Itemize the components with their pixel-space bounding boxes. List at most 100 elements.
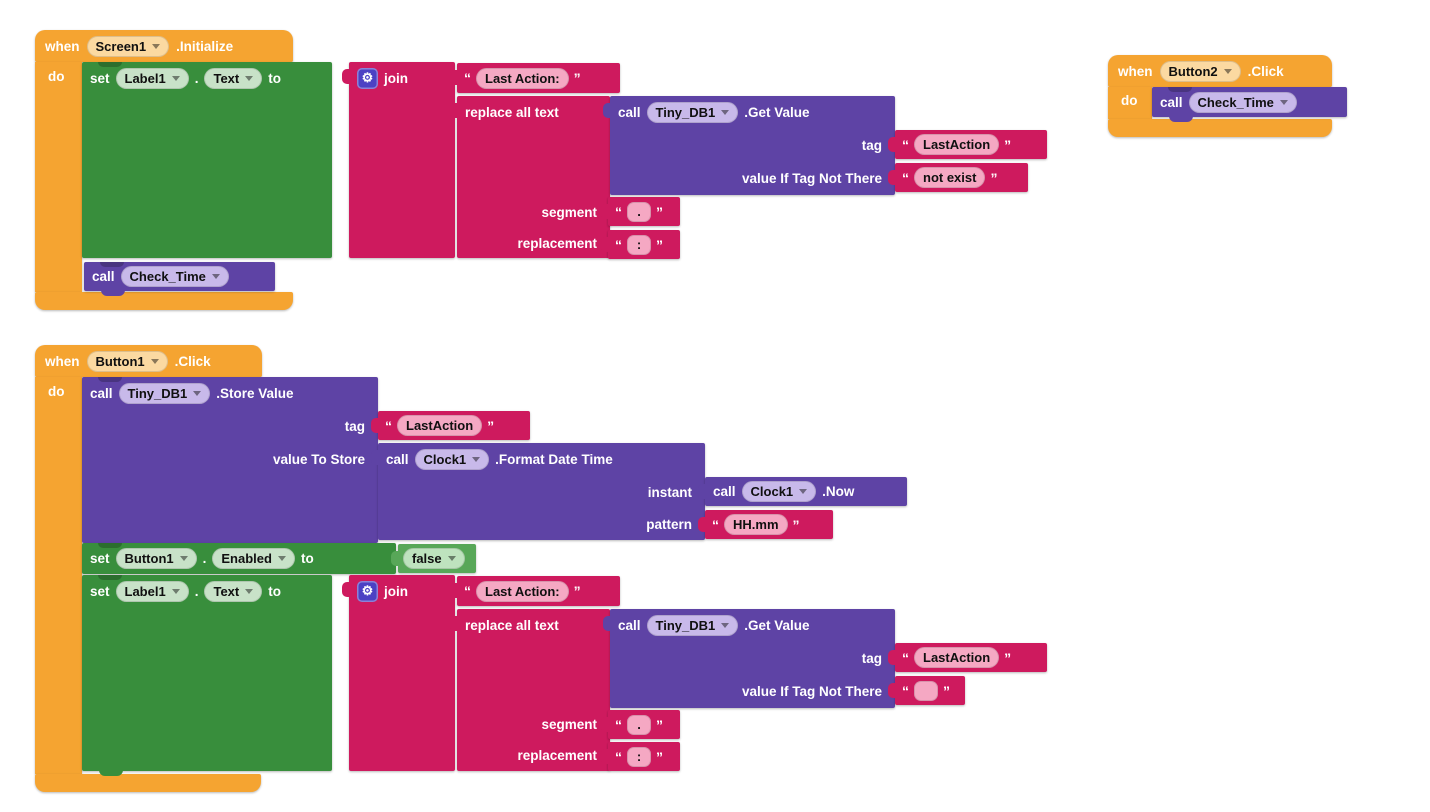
string-field[interactable]: LastAction xyxy=(397,415,483,436)
component-dropdown-tinydb1[interactable]: Tiny_DB1 xyxy=(646,102,739,123)
property-dropdown-enabled[interactable]: Enabled xyxy=(212,548,295,569)
close-quote: ” xyxy=(943,682,950,699)
method-name-label: .Get Value xyxy=(744,618,810,633)
text-string-block[interactable]: “ . ” xyxy=(601,710,680,739)
component-dropdown-screen1[interactable]: Screen1 xyxy=(86,35,170,57)
boolean-dropdown-false[interactable]: false xyxy=(403,548,465,569)
call-tinydb-get-value-block[interactable]: call Tiny_DB1 .Get Value tag value If Ta… xyxy=(603,609,895,708)
close-quote: ” xyxy=(656,748,663,765)
call-clock-format-date-time-block[interactable]: call Clock1 .Format Date Time instant pa… xyxy=(371,443,705,540)
value-if-tag-not-there-label: value If Tag Not There xyxy=(741,683,882,699)
event-name-label: .Click xyxy=(174,353,211,369)
call-check-time-block[interactable]: call Check_Time xyxy=(1152,87,1347,122)
component-dropdown-clock1[interactable]: Clock1 xyxy=(741,481,817,502)
string-field[interactable]: . xyxy=(627,714,651,735)
procedure-dropdown-check-time[interactable]: Check_Time xyxy=(1188,91,1297,113)
string-field[interactable]: not exist xyxy=(914,167,986,188)
join-block[interactable]: ⚙ join xyxy=(342,62,455,258)
mutator-gear-icon[interactable]: ⚙ xyxy=(357,580,378,602)
set-label1-text-block[interactable]: set Label1 . Text to xyxy=(82,575,332,776)
procedure-dropdown-check-time[interactable]: Check_Time xyxy=(120,266,229,287)
string-field[interactable]: Last Action: xyxy=(476,580,569,602)
event-block-do-column: do xyxy=(35,62,82,292)
text-string-block[interactable]: “ : ” xyxy=(601,230,680,259)
event-block-button1-click[interactable]: when Button1 .Click xyxy=(35,345,262,377)
tag-socket-label: tag xyxy=(861,137,882,153)
set-label: set xyxy=(90,70,110,86)
string-field[interactable]: LastAction xyxy=(914,134,1000,155)
replace-all-text-block[interactable]: replace all text segment replacement xyxy=(450,96,610,258)
string-field[interactable]: : xyxy=(627,746,651,767)
open-quote: “ xyxy=(902,649,909,666)
mutator-gear-icon[interactable]: ⚙ xyxy=(357,67,378,89)
close-quote: ” xyxy=(1004,136,1012,153)
call-clock-now-block[interactable]: call Clock1 .Now xyxy=(698,477,907,506)
property-dropdown-text[interactable]: Text xyxy=(204,580,263,602)
dropdown-arrow-icon xyxy=(150,358,159,364)
logic-false-block[interactable]: false xyxy=(391,544,476,573)
tag-socket-label: tag xyxy=(861,650,882,666)
close-quote: ” xyxy=(487,417,495,434)
text-string-block[interactable]: “ LastAction ” xyxy=(888,130,1047,159)
event-block-button2-click[interactable]: when Button2 .Click xyxy=(1108,55,1332,87)
join-block[interactable]: ⚙ join xyxy=(342,575,455,771)
component-dropdown-label1[interactable]: Label1 xyxy=(115,67,189,89)
call-check-time-block[interactable]: call Check_Time xyxy=(84,262,275,296)
call-label: call xyxy=(1160,94,1183,110)
string-field[interactable]: . xyxy=(627,201,651,222)
string-field[interactable]: Last Action: xyxy=(476,67,569,89)
method-name-label: .Store Value xyxy=(216,386,294,401)
string-field[interactable]: : xyxy=(627,234,651,255)
dropdown-arrow-icon xyxy=(277,556,286,561)
component-dropdown-button1[interactable]: Button1 xyxy=(115,548,197,569)
set-button1-enabled-block[interactable]: set Button1 . Enabled to xyxy=(82,543,396,574)
text-string-block[interactable]: “ ” xyxy=(888,676,965,705)
text-string-block[interactable]: “ . ” xyxy=(601,197,680,226)
when-label: when xyxy=(45,353,80,369)
dropdown-arrow-icon xyxy=(152,43,161,49)
event-block-bottom xyxy=(35,774,261,792)
to-label: to xyxy=(300,551,314,566)
text-string-block[interactable]: “ LastAction ” xyxy=(888,643,1047,672)
do-label: do xyxy=(48,69,65,84)
replace-all-text-label: replace all text xyxy=(465,618,559,633)
dropdown-arrow-icon xyxy=(472,457,481,462)
close-quote: ” xyxy=(656,203,663,220)
when-label: when xyxy=(1118,63,1153,79)
to-label: to xyxy=(268,583,281,599)
segment-socket-label: segment xyxy=(541,716,597,732)
when-label: when xyxy=(45,38,80,54)
dropdown-arrow-icon xyxy=(721,623,730,628)
text-string-block[interactable]: “ not exist ” xyxy=(888,163,1028,192)
event-block-do-column: do xyxy=(1108,87,1152,119)
text-string-block[interactable]: “ Last Action: ” xyxy=(450,63,620,93)
component-dropdown-label1[interactable]: Label1 xyxy=(115,580,189,602)
text-string-block[interactable]: “ LastAction ” xyxy=(371,411,530,440)
string-field[interactable]: HH.mm xyxy=(724,514,788,535)
open-quote: “ xyxy=(712,516,719,533)
set-label1-text-block[interactable]: set Label1 . Text to xyxy=(82,62,332,258)
component-dropdown-clock1[interactable]: Clock1 xyxy=(414,449,490,470)
text-string-block[interactable]: “ : ” xyxy=(601,742,680,771)
event-block-screen1-initialize[interactable]: when Screen1 .Initialize xyxy=(35,30,293,62)
component-dropdown-tinydb1[interactable]: Tiny_DB1 xyxy=(646,615,739,636)
component-dropdown-button2[interactable]: Button2 xyxy=(1159,60,1241,82)
component-dropdown-button1[interactable]: Button1 xyxy=(86,350,168,372)
replace-all-text-block[interactable]: replace all text segment replacement xyxy=(450,609,610,771)
string-field[interactable]: LastAction xyxy=(914,647,1000,668)
property-dropdown-text[interactable]: Text xyxy=(204,67,263,89)
string-field[interactable] xyxy=(914,680,938,701)
component-dropdown-tinydb1[interactable]: Tiny_DB1 xyxy=(118,383,211,404)
open-quote: “ xyxy=(902,169,909,186)
text-string-block[interactable]: “ Last Action: ” xyxy=(450,576,620,606)
call-tinydb-store-value-block[interactable]: call Tiny_DB1 .Store Value tag value To … xyxy=(82,377,378,543)
instant-socket-label: instant xyxy=(647,484,692,500)
dropdown-arrow-icon xyxy=(179,556,188,561)
event-block-do-column: do xyxy=(35,377,82,774)
join-label: join xyxy=(384,70,408,86)
method-name-label: .Format Date Time xyxy=(495,452,613,467)
text-string-block[interactable]: “ HH.mm ” xyxy=(698,510,833,539)
call-tinydb-get-value-block[interactable]: call Tiny_DB1 .Get Value tag value If Ta… xyxy=(603,96,895,195)
event-name-label: .Initialize xyxy=(176,38,234,54)
